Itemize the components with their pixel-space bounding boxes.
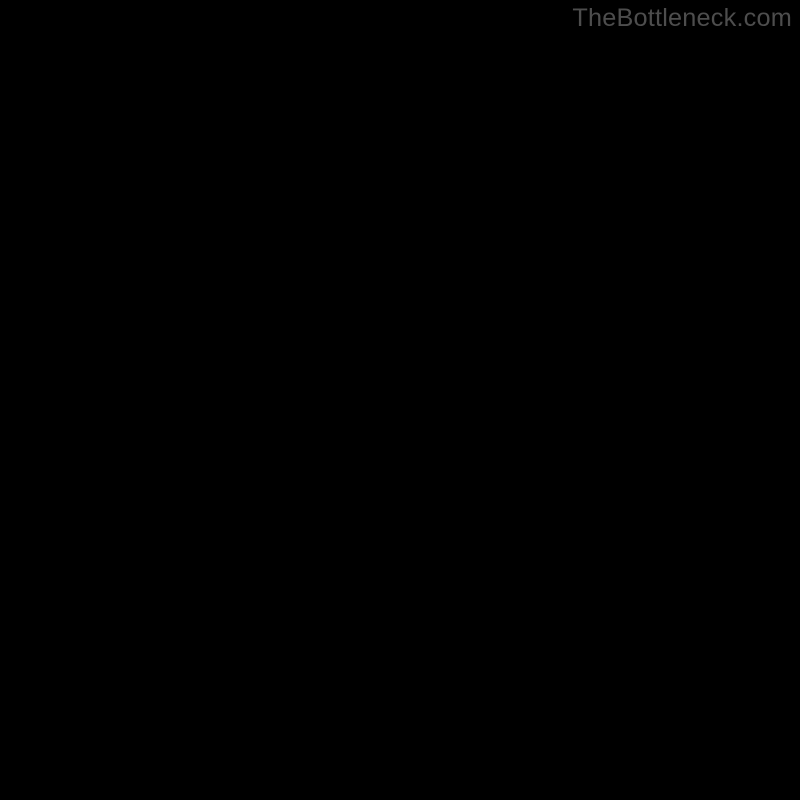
outer-background: [0, 0, 800, 800]
source-watermark: TheBottleneck.com: [572, 4, 792, 33]
chart-container: TheBottleneck.com: [0, 0, 800, 800]
